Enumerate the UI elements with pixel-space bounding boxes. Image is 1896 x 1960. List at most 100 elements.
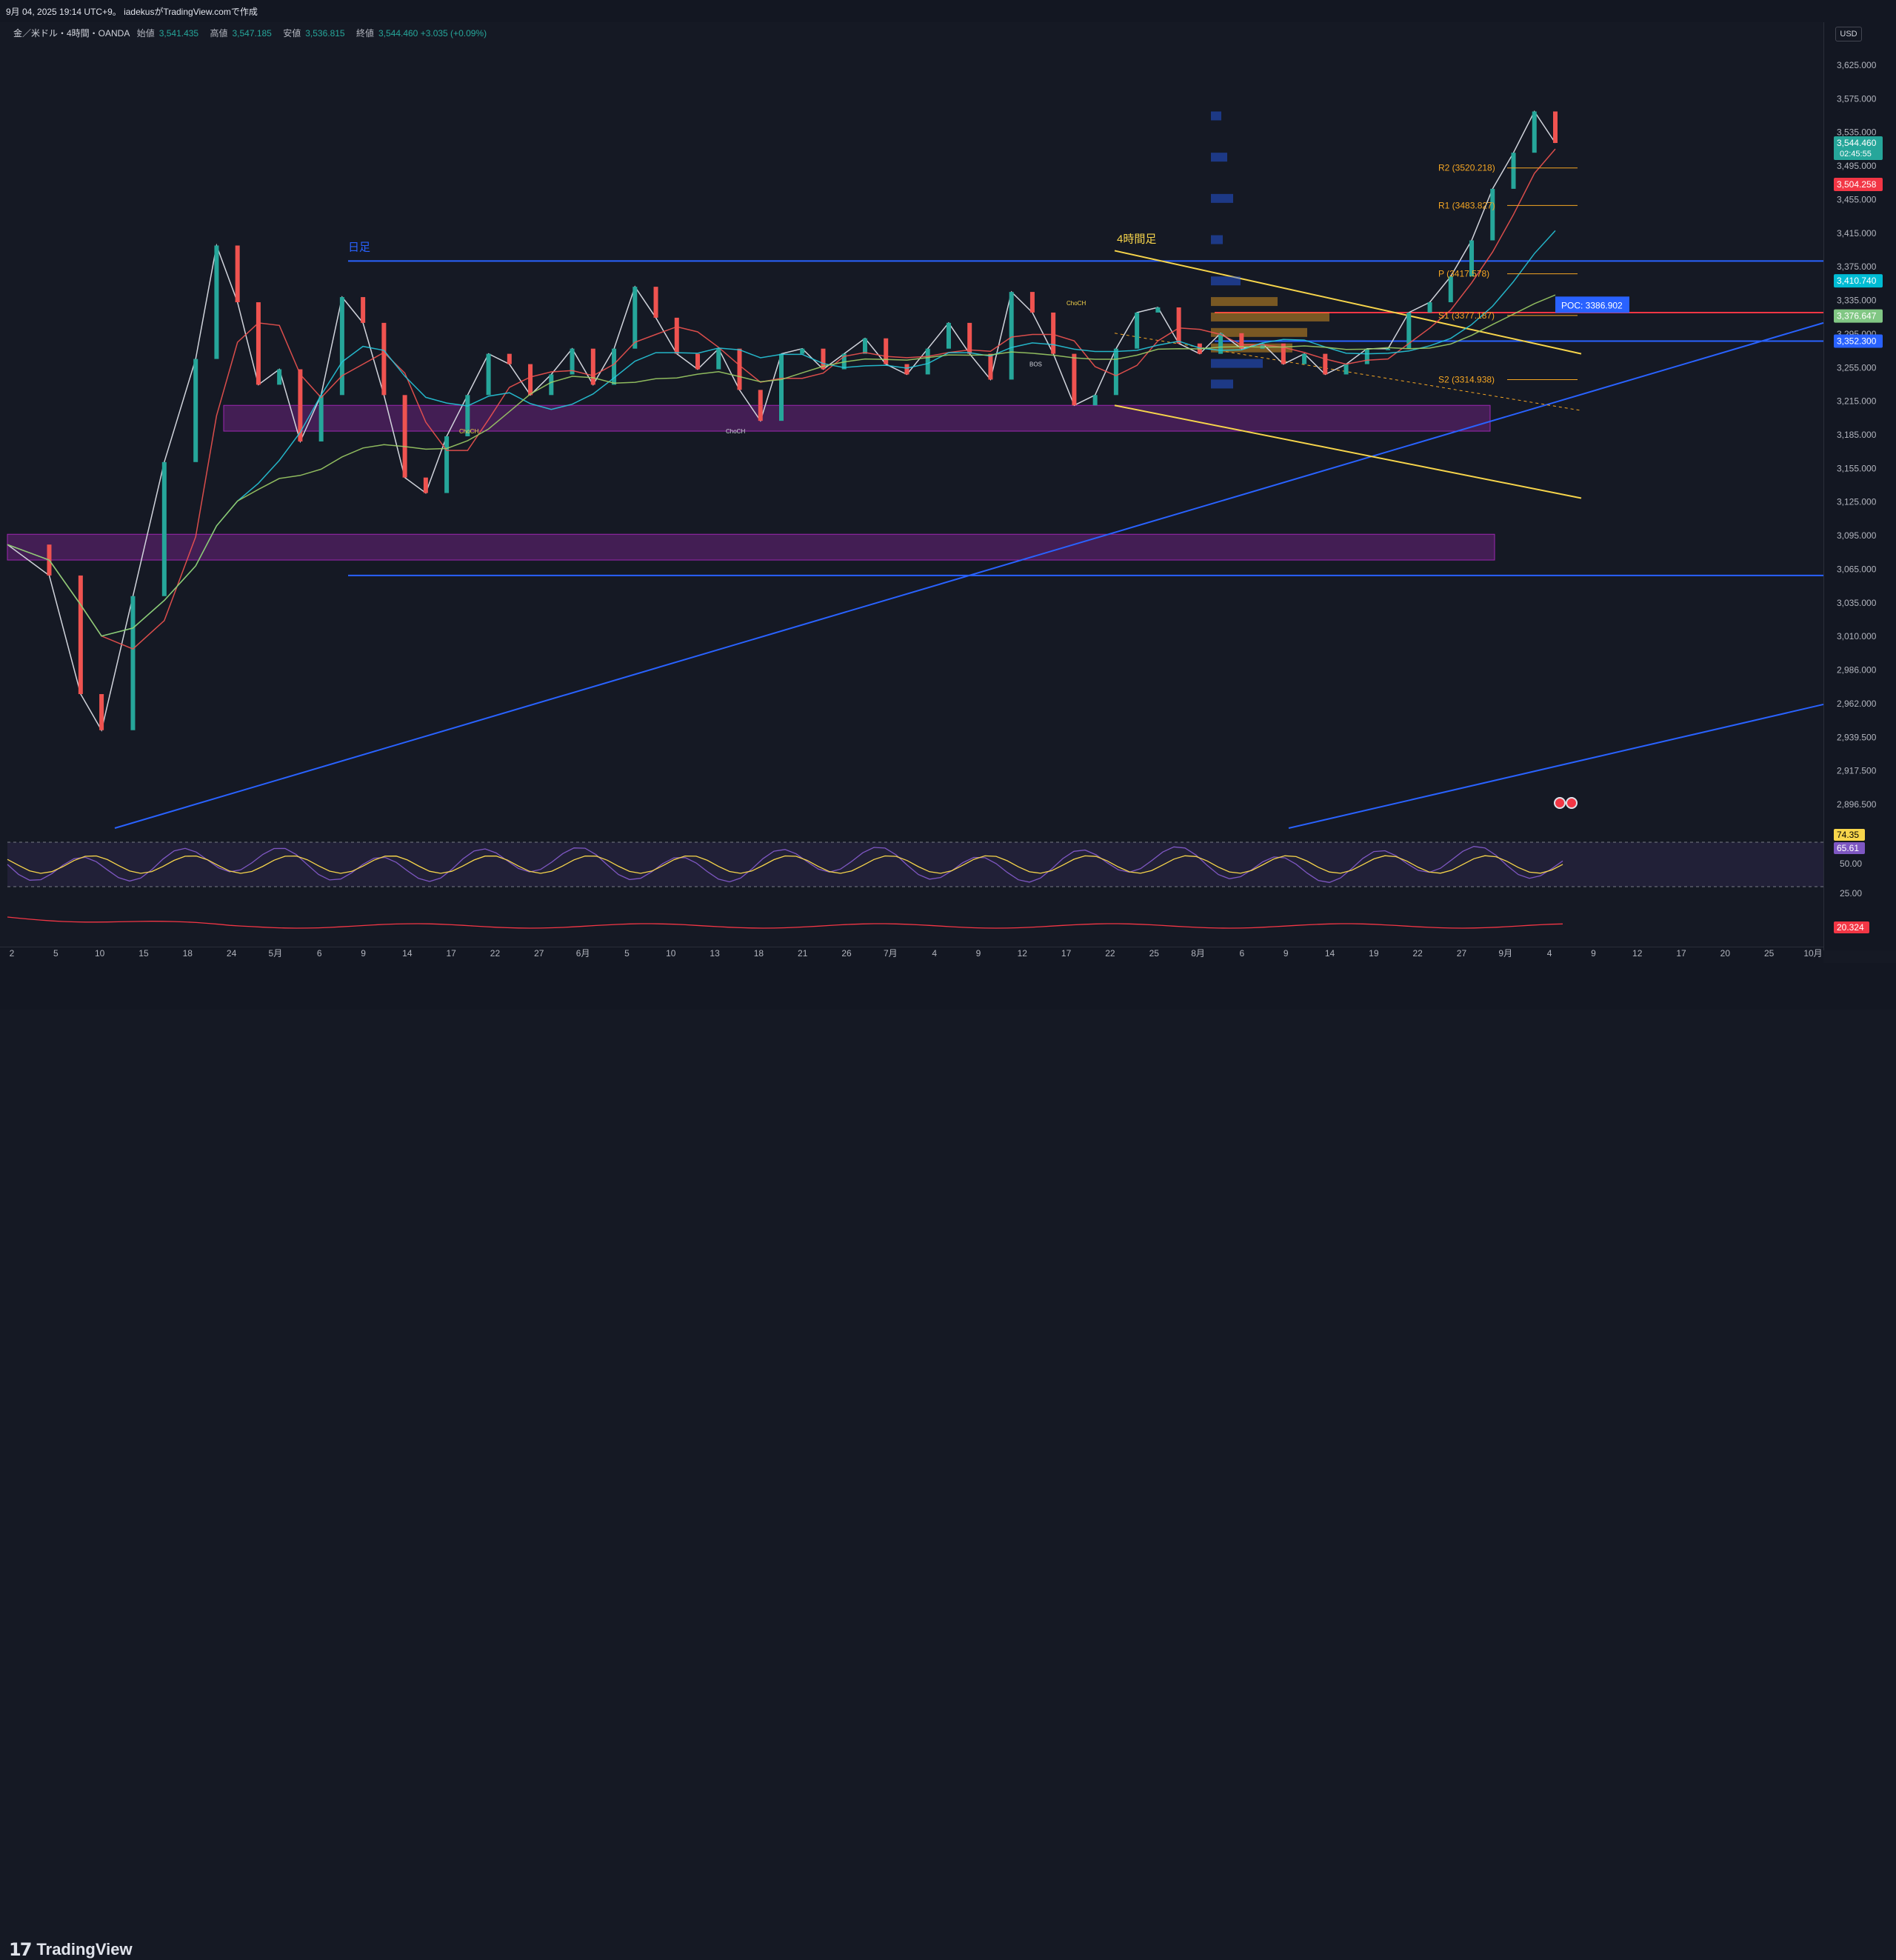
candle [256,302,261,385]
time-tick-label: 15 [138,948,149,959]
price-tick-label: 2,896.500 [1837,799,1877,810]
candle [821,348,826,370]
candle [1281,343,1286,364]
price-tick-label: 2,986.000 [1837,665,1877,676]
price-tick-label: 3,095.000 [1837,530,1877,541]
candle [695,353,701,370]
uptrend-line [114,321,1824,829]
price-label-box [1834,136,1883,161]
pivot-label: S1 (3377.187) [1438,310,1495,321]
price-label-value: 3,376.647 [1837,311,1877,321]
candle [1532,111,1537,153]
time-tick-label: 9 [976,948,981,959]
price-label-box [1834,177,1883,191]
time-tick-label: 17 [1061,948,1072,959]
chart-annotation: ChoCH [726,428,745,435]
currency-selector[interactable]: USD [1835,27,1862,41]
candle [130,596,136,730]
time-tick-label: 20 [1720,948,1731,959]
candle [988,353,993,380]
candle [1135,312,1140,349]
time-tick-label: 25 [1149,948,1160,959]
rsi-line [7,846,1563,883]
candle [277,369,282,385]
candle [925,348,930,375]
time-tick-label: 13 [710,948,720,959]
time-tick-label: 6月 [576,948,590,959]
tradingview-logo[interactable]: 17 TradingView [9,1939,133,1960]
volume-profile-bar [1211,193,1233,203]
candle [1113,348,1118,396]
price-tick-label: 3,575.000 [1837,93,1877,104]
candle [1427,302,1432,313]
price-tick-label: 3,335.000 [1837,296,1877,306]
rsi-value-box [1834,829,1865,841]
candle [1218,333,1224,354]
price-tick-label: 3,625.000 [1837,60,1877,70]
volume-profile-bar [1211,327,1307,337]
candle [1553,111,1558,144]
price-tick-label: 3,010.000 [1837,631,1877,641]
time-tick-label: 4 [932,948,937,959]
time-tick-label: 19 [1369,948,1379,959]
time-tick-label: 18 [183,948,193,959]
candle [1386,348,1391,350]
candle [1469,240,1475,277]
price-tick-label: 3,155.000 [1837,463,1877,473]
candle [1302,353,1307,364]
price-label-value: 3,352.300 [1837,336,1877,347]
price-label-box [1834,274,1883,288]
candle [1323,353,1328,375]
time-tick-label: 8月 [1191,948,1205,959]
price-label-value: 3,544.460 [1837,138,1877,148]
chart-annotation: 日足 [348,241,370,253]
candle [674,317,679,354]
candle [99,694,104,730]
price-label-value: 3,504.258 [1837,179,1877,190]
time-tick-label: 22 [1412,948,1423,959]
time-tick-label: 5 [624,948,630,959]
time-tick-label: 12 [1018,948,1028,959]
candle [444,436,450,493]
candle [214,245,219,359]
chart-canvas[interactable]: 3,625.000 3,575.000 3,535.000 3,495.000 3,45… [0,0,1896,963]
triangle-lower-line [1114,404,1582,499]
candle [1406,312,1412,349]
candle [78,575,83,695]
symbol-legend[interactable]: 金／米ドル・4時間・OANDA 始値 3,541.435 高値 3,547.185 … [13,27,495,39]
time-tick-label: 18 [754,948,764,959]
rsi-tick-label: 50.00 [1840,859,1862,869]
time-axis[interactable] [0,947,1823,964]
rsi-value-box [1834,842,1865,854]
us-flag-event-icon[interactable] [1554,797,1566,809]
time-tick-label: 24 [227,948,237,959]
moving-average-line [7,148,1556,650]
lower-indicator-box [1834,921,1869,933]
time-tick-label: 17 [1676,948,1686,959]
volume-profile-bar [1211,312,1329,321]
price-label-box [1834,309,1883,323]
candle [193,359,198,462]
time-tick-label: 5 [53,948,59,959]
price-tick-label: 3,185.000 [1837,430,1877,440]
candle [339,297,344,396]
top-bar: 9月 04, 2025 19:14 UTC+9。 iadekusがTrading… [0,0,1896,22]
price-tick-label: 2,962.000 [1837,699,1877,709]
us-flag-event-icon[interactable] [1566,797,1578,809]
price-axis[interactable] [1823,22,1896,950]
time-tick-label: 6 [317,948,322,959]
candle [1029,292,1035,313]
symbol-title[interactable]: 金／米ドル・4時間・OANDA [13,28,130,39]
pivot-label: S2 (3314.938) [1438,375,1495,385]
candle [1072,353,1077,406]
time-tick-label: 9 [1284,948,1289,959]
candle [612,348,617,385]
candle [737,348,742,390]
candle [161,461,167,596]
time-tick-label: 25 [1764,948,1775,959]
time-tick-label: 22 [490,948,501,959]
price-tick-label: 3,035.000 [1837,598,1877,608]
lower-indicator-line [7,916,1563,929]
candle [1448,276,1453,303]
volume-profile-bar [1211,235,1223,244]
